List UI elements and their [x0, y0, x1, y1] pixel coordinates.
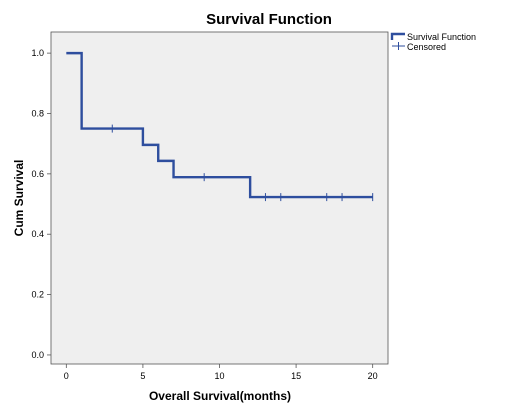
y-axis: 0.0 0.2 0.4 0.6 0.8 1.0 — [31, 48, 51, 360]
y-axis-label: Cum Survival — [12, 160, 26, 237]
legend-survival-swatch — [390, 32, 405, 40]
y-tick-label: 1.0 — [31, 48, 44, 58]
y-tick-label: 0.8 — [31, 108, 44, 118]
y-tick-label: 0.0 — [31, 350, 44, 360]
x-tick-label: 15 — [291, 371, 301, 381]
chart-title: Survival Function — [206, 11, 332, 28]
y-tick-label: 0.4 — [31, 229, 44, 239]
x-tick-label: 10 — [214, 371, 224, 381]
legend: Survival Function Censored — [390, 32, 476, 52]
series-layer — [66, 51, 374, 202]
y-tick-label: 0.2 — [31, 290, 44, 300]
x-axis: 0 5 10 15 20 — [64, 364, 378, 381]
x-axis-label: Overall Survival(months) — [149, 389, 291, 403]
legend-survival-label: Survival Function — [407, 32, 476, 42]
x-tick-label: 20 — [368, 371, 378, 381]
x-tick-label: 5 — [140, 371, 145, 381]
x-tick-label: 0 — [64, 371, 69, 381]
legend-censored-label: Censored — [407, 42, 446, 52]
y-tick-label: 0.6 — [31, 169, 44, 179]
survival-step-line — [66, 51, 373, 199]
